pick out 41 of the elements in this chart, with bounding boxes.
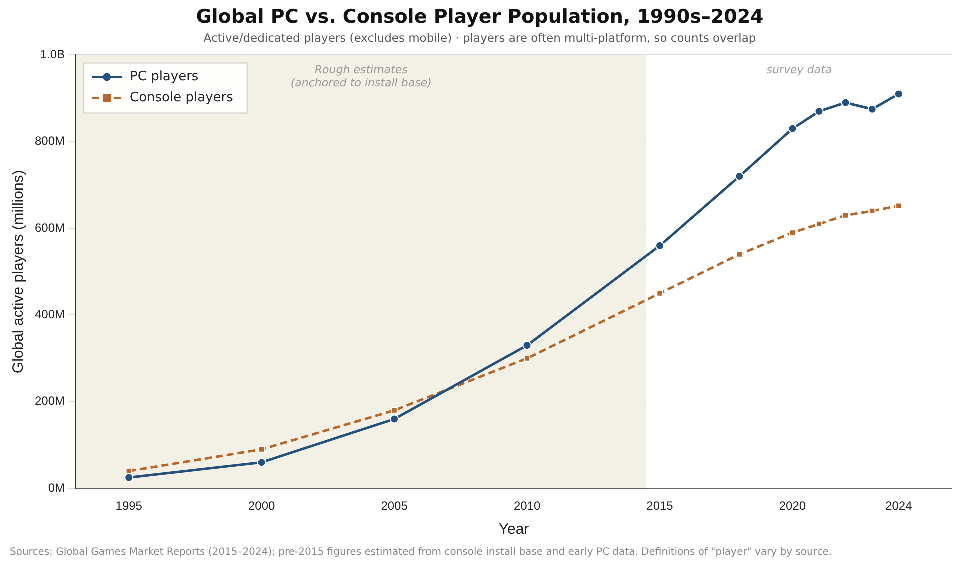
- legend-label: Console players: [130, 90, 234, 106]
- x-tick-label: 2010: [514, 499, 541, 514]
- point: [842, 212, 850, 219]
- legend-label: PC players: [130, 70, 199, 85]
- point: [894, 90, 904, 99]
- point: [524, 355, 531, 362]
- point: [789, 230, 796, 236]
- x-tick-label: 2020: [779, 499, 806, 514]
- point: [841, 98, 850, 108]
- band-label: survey data: [766, 64, 832, 77]
- chart-subtitle: Active/dedicated players (excludes mobile) · players are often multi-platform, so counts overlap: [202, 31, 758, 45]
- chart-title: Global PC vs. Console Player Population, 1990s–2024: [195, 6, 765, 28]
- y-tick-label: 800M: [34, 134, 66, 148]
- point: [788, 124, 798, 134]
- point: [522, 341, 532, 350]
- point: [390, 414, 400, 424]
- y-tick-label: 0M: [48, 480, 66, 495]
- point: [735, 172, 744, 182]
- band-label: Rough estimates (anchored to install base): [290, 64, 432, 90]
- point: [896, 202, 902, 210]
- point: [736, 251, 743, 258]
- point: [124, 473, 134, 482]
- y-tick-label: 400M: [34, 308, 66, 322]
- x-tick-label: 2024: [886, 499, 913, 514]
- source-note: Sources: Global Games Market Reports (2015–2024); pre-2015 figures estimated from console install base and early PC data. Definitions of "player" vary by source.: [10, 547, 834, 558]
- y-axis-title: Global active players (millions): [10, 170, 28, 374]
- point: [868, 104, 877, 114]
- x-tick-label: 2005: [381, 499, 408, 514]
- x-tick-label: 2015: [646, 499, 674, 514]
- point: [391, 407, 398, 414]
- y-tick-label: 200M: [34, 394, 66, 408]
- x-axis-title: Year: [498, 521, 530, 538]
- point: [816, 220, 823, 228]
- point: [656, 241, 665, 250]
- x-tick-label: 1995: [116, 499, 143, 514]
- y-tick-label: 600M: [34, 220, 66, 235]
- y-tick-label: 1.0B: [40, 48, 66, 62]
- point: [257, 458, 266, 468]
- point: [258, 446, 266, 453]
- x-tick-label: 2000: [248, 499, 276, 514]
- point: [656, 290, 664, 297]
